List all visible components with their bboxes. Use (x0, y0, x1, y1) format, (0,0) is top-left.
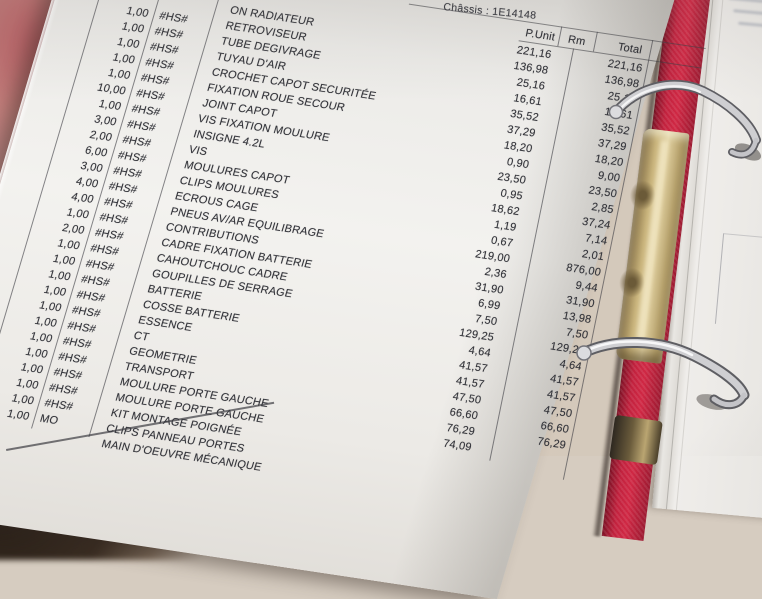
bleed-through-text (733, 9, 762, 17)
bleed-through-text (728, 0, 762, 6)
bleed-through-text (738, 22, 762, 29)
binder-mechanism-lower (609, 415, 663, 465)
faint-table-outline (715, 233, 762, 332)
photo-of-invoice-in-binder: { "document": { "chassis_label": "Châssi… (0, 0, 762, 456)
